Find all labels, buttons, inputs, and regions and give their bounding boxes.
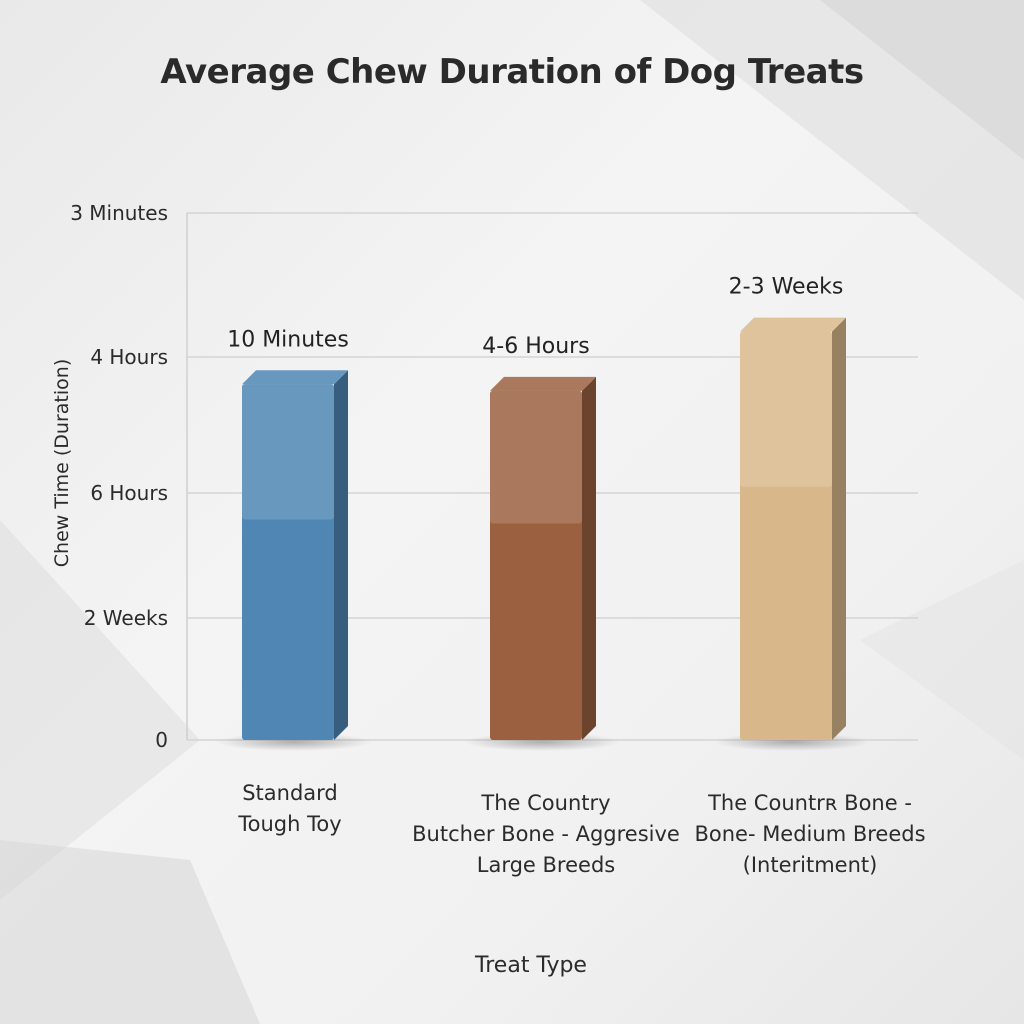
x-category-line: The Country [480,791,610,815]
x-category-line: (Interitment) [743,853,878,877]
x-axis-categories: Standard Tough Toy The Country Butcher Bone… [237,781,925,877]
y-tick-label: 0 [155,728,168,752]
bar-top [490,376,596,391]
bar-highlight [242,384,334,520]
bar-highlight [490,390,582,524]
bar-top [740,317,846,332]
y-tick-label: 2 Weeks [84,606,168,630]
x-category-line: Large Breeds [477,853,615,877]
bar-top [242,370,348,385]
bar-side [582,376,596,740]
bar-side [334,370,348,740]
data-labels: 10 Minutes 4-6 Hours 2-3 Weeks [227,275,843,359]
bar-3 [713,317,871,751]
bar-2 [463,376,621,751]
bar-highlight [740,331,832,487]
y-axis-label: Chew Time (Duration) [51,359,73,567]
x-category-line: Tough Toy [237,812,341,836]
x-category-line: The Countrʀ Bone - [707,791,912,815]
x-category-line: Standard [242,781,338,805]
bars [215,317,871,751]
x-category-label: The Country Butcher Bone - Aggresive Large… [412,791,680,877]
y-tick-label: 4 Hours [90,345,168,369]
bar-1 [215,370,373,751]
y-tick-label: 6 Hours [90,481,168,505]
chart-title: Average Chew Duration of Dog Treats [160,52,864,92]
bar-side [832,317,846,740]
x-category-label: Standard Tough Toy [237,781,341,836]
y-tick-label: 3 Minutes [70,201,168,225]
data-label: 4-6 Hours [482,334,589,359]
x-category-line: Butcher Bone - Aggresive [412,822,680,846]
x-category-line: Bone- Medium Breeds [694,822,925,846]
data-label: 2-3 Weeks [729,275,844,300]
y-axis-ticks: 0 2 Weeks 6 Hours 4 Hours 3 Minutes [70,201,168,752]
x-category-label: The Countrʀ Bone - Bone- Medium Breeds (In… [694,791,925,877]
data-label: 10 Minutes [227,327,349,352]
x-axis-label: Treat Type [474,953,587,978]
